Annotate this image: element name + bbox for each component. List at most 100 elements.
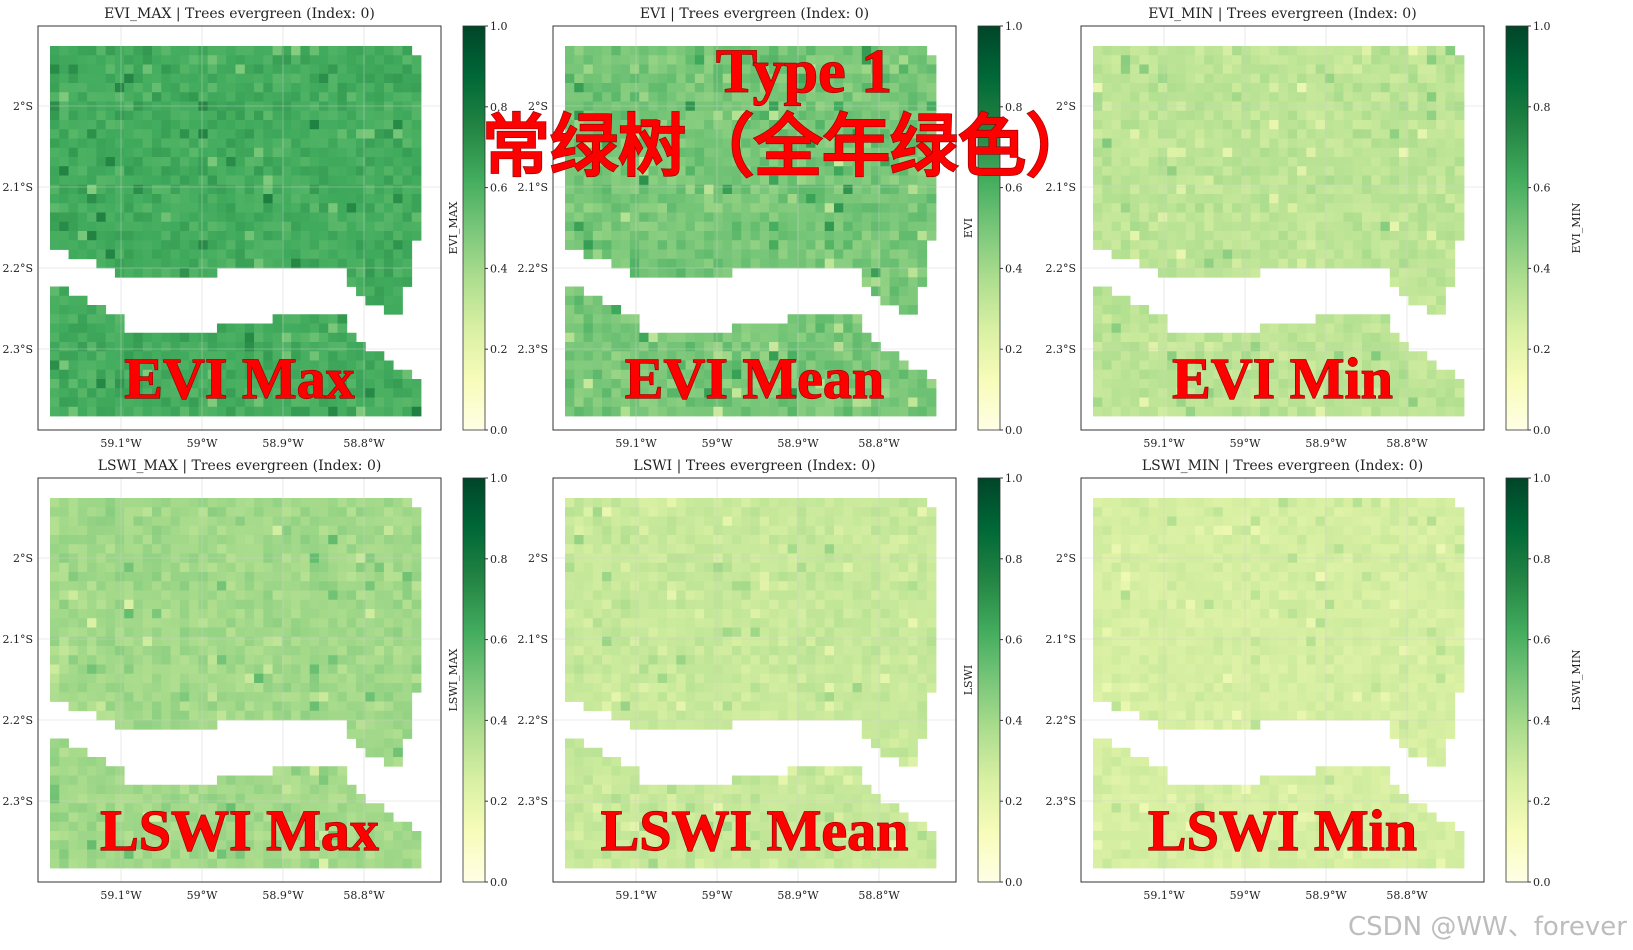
heatmap-cell bbox=[1204, 240, 1214, 250]
heatmap-cell bbox=[583, 129, 594, 139]
heatmap-cell bbox=[272, 535, 283, 545]
heatmap-cell bbox=[574, 157, 584, 167]
heatmap-cell bbox=[337, 627, 348, 638]
heatmap-cell bbox=[374, 221, 385, 232]
heatmap-cell bbox=[778, 332, 789, 343]
heatmap-cell bbox=[152, 590, 162, 601]
heatmap-cell bbox=[620, 258, 631, 269]
heatmap-cell bbox=[1380, 351, 1391, 361]
heatmap-cell bbox=[1315, 249, 1326, 260]
heatmap-cell bbox=[77, 157, 88, 167]
heatmap-cell bbox=[806, 64, 816, 75]
heatmap-cell bbox=[602, 166, 612, 176]
heatmap-cell bbox=[309, 379, 320, 389]
heatmap-cell bbox=[1389, 240, 1400, 250]
heatmap-cell bbox=[179, 516, 190, 527]
heatmap-cell bbox=[300, 221, 311, 232]
heatmap-cell bbox=[198, 572, 209, 582]
heatmap-cell bbox=[917, 379, 928, 389]
heatmap-cell bbox=[300, 73, 311, 84]
heatmap-cell bbox=[374, 286, 385, 297]
heatmap-cell bbox=[87, 397, 97, 408]
heatmap-cell bbox=[713, 83, 724, 93]
heatmap-cell bbox=[1371, 203, 1381, 213]
heatmap-cell bbox=[68, 305, 79, 315]
heatmap-cell bbox=[87, 92, 97, 102]
heatmap-cell bbox=[309, 73, 320, 84]
heatmap-cell bbox=[676, 92, 686, 102]
heatmap-cell bbox=[741, 194, 751, 204]
heatmap-cell bbox=[1093, 147, 1103, 158]
heatmap-cell bbox=[309, 157, 320, 167]
heatmap-cell bbox=[170, 618, 181, 628]
heatmap-cell bbox=[142, 166, 153, 176]
heatmap-cell bbox=[1324, 166, 1335, 176]
heatmap-cell bbox=[272, 129, 283, 139]
heatmap-cell bbox=[226, 129, 236, 139]
heatmap-cell bbox=[96, 147, 107, 158]
heatmap-cell bbox=[133, 590, 144, 601]
heatmap-cell bbox=[87, 332, 97, 343]
heatmap-cell bbox=[272, 46, 283, 56]
heatmap-cell bbox=[300, 544, 311, 554]
heatmap-cell bbox=[1250, 120, 1261, 130]
heatmap-cell bbox=[880, 46, 891, 56]
heatmap-cell bbox=[68, 664, 79, 675]
heatmap-cell bbox=[1334, 231, 1344, 241]
heatmap-cell bbox=[254, 64, 264, 75]
heatmap-cell bbox=[1426, 249, 1437, 260]
heatmap-cell bbox=[806, 221, 816, 232]
heatmap-cell bbox=[346, 562, 357, 573]
heatmap-cell bbox=[179, 157, 190, 167]
heatmap-cell bbox=[281, 360, 292, 371]
heatmap-cell bbox=[1334, 92, 1344, 102]
heatmap-cell bbox=[124, 231, 134, 241]
heatmap-cell bbox=[254, 646, 264, 656]
heatmap-cell bbox=[815, 83, 826, 93]
heatmap-cell bbox=[235, 231, 246, 241]
heatmap-cell bbox=[254, 110, 264, 121]
heatmap-cell bbox=[216, 507, 227, 517]
heatmap-cell bbox=[667, 184, 677, 195]
heatmap-cell bbox=[861, 277, 872, 287]
heatmap-cell bbox=[1204, 379, 1214, 389]
heatmap-cell bbox=[291, 83, 301, 93]
heatmap-cell bbox=[611, 212, 622, 223]
heatmap-cell bbox=[77, 221, 88, 232]
heatmap-cell bbox=[393, 166, 403, 176]
heatmap-cell bbox=[207, 332, 218, 343]
heatmap-cell bbox=[189, 184, 199, 195]
heatmap-cell bbox=[77, 379, 88, 389]
heatmap-cell bbox=[226, 581, 236, 591]
heatmap-cell bbox=[1343, 212, 1354, 223]
heatmap-cell bbox=[114, 655, 125, 665]
heatmap-cell bbox=[356, 507, 366, 517]
heatmap-cell bbox=[96, 157, 107, 167]
heatmap-cell bbox=[179, 92, 190, 102]
colorbar-tick-label: 0.6 bbox=[1005, 182, 1023, 195]
heatmap-cell bbox=[1287, 110, 1298, 121]
heatmap-cell bbox=[254, 544, 264, 554]
heatmap-cell bbox=[346, 379, 357, 389]
heatmap-cell bbox=[346, 221, 357, 232]
heatmap-cell bbox=[161, 360, 171, 371]
heatmap-cell bbox=[750, 64, 761, 75]
heatmap-cell bbox=[565, 175, 575, 186]
heatmap-cell bbox=[917, 166, 928, 176]
heatmap-cell bbox=[105, 397, 116, 408]
heatmap-cell bbox=[337, 147, 348, 158]
heatmap-cell bbox=[142, 55, 153, 65]
heatmap-cell bbox=[170, 342, 181, 352]
heatmap-cell bbox=[1287, 351, 1298, 361]
heatmap-cell bbox=[300, 184, 311, 195]
heatmap-cell bbox=[1232, 240, 1242, 250]
heatmap-cell bbox=[1241, 55, 1252, 65]
heatmap-cell bbox=[917, 203, 928, 213]
heatmap-cell bbox=[96, 618, 107, 628]
heatmap-cell bbox=[1157, 129, 1168, 139]
heatmap-cell bbox=[908, 73, 918, 84]
heatmap-cell bbox=[1130, 83, 1140, 93]
heatmap-cell bbox=[1371, 110, 1381, 121]
heatmap-cell bbox=[263, 525, 274, 536]
heatmap-cell bbox=[402, 655, 413, 665]
